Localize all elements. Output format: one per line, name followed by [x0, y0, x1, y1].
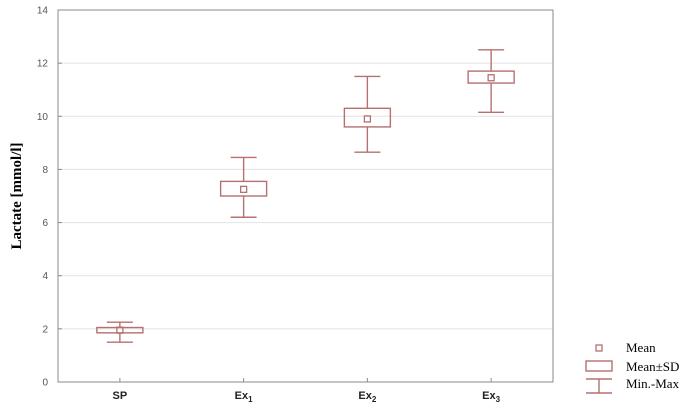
mean-marker-Ex3: [487, 74, 495, 82]
x-tick-label-0: SP: [113, 390, 128, 402]
box-Ex2: [343, 75, 392, 153]
legend-box-symbol: [585, 360, 613, 372]
plot-frame: [57, 9, 554, 383]
grid-lines: [58, 62, 553, 330]
y-tick-label-2: 2: [42, 324, 48, 335]
box-series: [96, 49, 515, 343]
sd-box-Ex2: [343, 107, 392, 128]
x-tick-label-1: Ex1: [235, 390, 253, 404]
legend-label-mean: Mean: [626, 340, 656, 355]
box-Ex3: [467, 49, 515, 114]
y-axis-label: Lactate [mmol/l]: [9, 142, 25, 249]
y-tick-label-12: 12: [37, 59, 49, 70]
x-tick-label-3: Ex3: [482, 390, 500, 404]
legend-label-whisker: Min.-Max: [626, 376, 680, 391]
x-tick-label-2: Ex2: [358, 390, 376, 404]
y-tick-label-6: 6: [42, 218, 48, 229]
y-tick-label-14: 14: [37, 6, 49, 17]
y-tick-label-8: 8: [42, 165, 48, 176]
y-tick-label-4: 4: [42, 271, 48, 282]
box-Ex1: [219, 156, 268, 218]
x-axis-ticks: SP Ex1 Ex2 Ex3: [113, 378, 501, 404]
y-tick-label-0: 0: [42, 378, 48, 389]
box-SP: [96, 321, 144, 343]
y-axis-ticks: 0 2 4 6 8 10 12 14: [37, 6, 62, 389]
mean-marker-Ex1: [239, 185, 248, 194]
sd-box-Ex1: [219, 180, 268, 197]
legend-mean-symbol: [595, 344, 603, 352]
y-tick-label-10: 10: [37, 112, 49, 123]
legend: Mean Mean±SD Min.-Max: [585, 340, 680, 394]
mean-marker-SP: [116, 326, 124, 334]
mean-marker-Ex2: [363, 115, 372, 123]
legend-label-box: Mean±SD: [626, 359, 679, 374]
sd-box-Ex3: [467, 70, 515, 84]
